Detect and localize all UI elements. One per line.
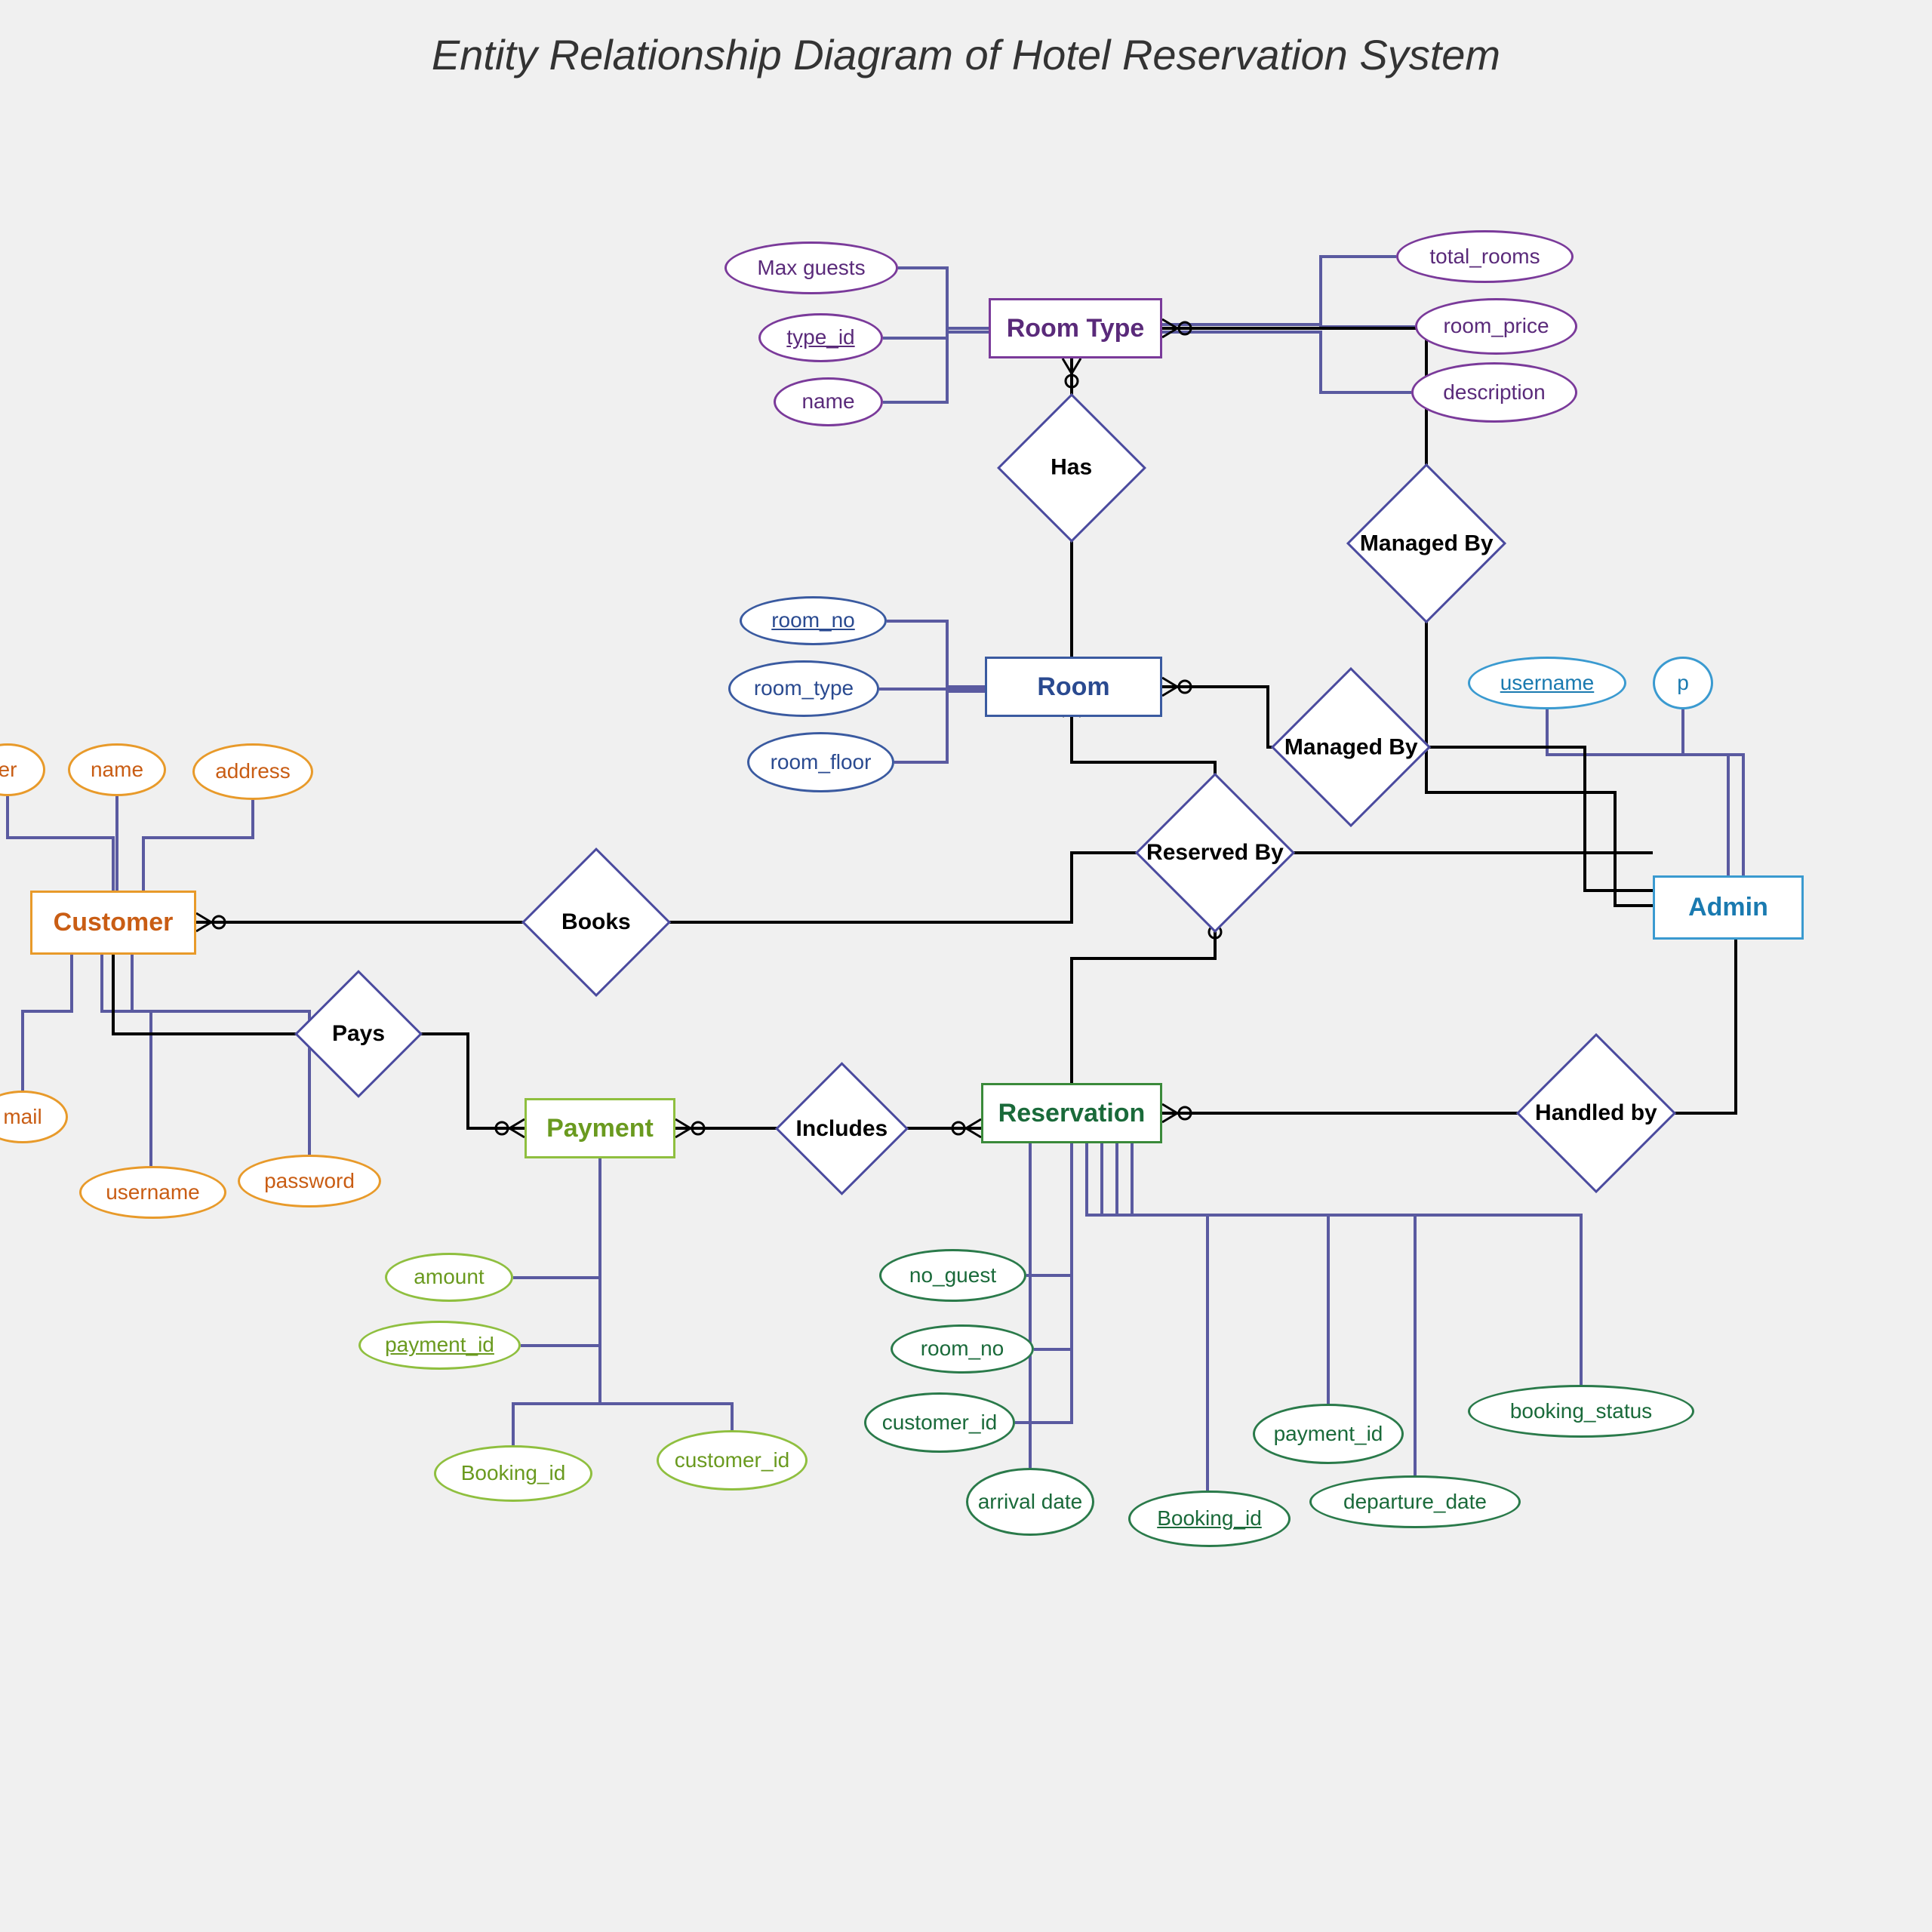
attribute-rt_max: Max guests bbox=[724, 242, 898, 294]
attribute-cust_user: username bbox=[79, 1166, 226, 1219]
entity-roomtype: Room Type bbox=[989, 298, 1162, 358]
entity-payment: Payment bbox=[525, 1098, 675, 1158]
entity-room: Room bbox=[985, 657, 1162, 717]
attribute-cust_pass: password bbox=[238, 1155, 381, 1208]
relationship-includes: Includes bbox=[775, 1062, 909, 1195]
attribute-rt_name: name bbox=[774, 377, 883, 426]
entity-customer: Customer bbox=[30, 891, 196, 955]
attribute-res_book: Booking_id bbox=[1128, 1491, 1291, 1547]
attribute-res_status: booking_status bbox=[1468, 1385, 1694, 1438]
relationship-managedby2: Managed By bbox=[1271, 667, 1431, 827]
attribute-res_cust: customer_id bbox=[864, 1392, 1015, 1453]
attribute-cust_name: name bbox=[68, 743, 166, 796]
attribute-res_arrival: arrival date bbox=[966, 1468, 1094, 1536]
diagram-title: Entity Relationship Diagram of Hotel Res… bbox=[0, 30, 1932, 79]
attribute-adm_p: p bbox=[1653, 657, 1713, 709]
entity-admin: Admin bbox=[1653, 875, 1804, 940]
attribute-res_depart: departure_date bbox=[1309, 1475, 1521, 1528]
attribute-pay_id: payment_id bbox=[358, 1321, 521, 1370]
attribute-cust_er: er bbox=[0, 743, 45, 796]
attribute-res_payid: payment_id bbox=[1253, 1404, 1404, 1464]
diagram-canvas: Entity Relationship Diagram of Hotel Res… bbox=[0, 0, 1932, 1932]
relationship-pays: Pays bbox=[294, 970, 423, 1098]
attribute-rt_total: total_rooms bbox=[1396, 230, 1574, 283]
attribute-res_noguest: no_guest bbox=[879, 1249, 1026, 1302]
relationship-books: Books bbox=[521, 848, 671, 997]
relationship-reserved: Reserved By bbox=[1135, 773, 1295, 933]
attribute-room_no: room_no bbox=[740, 596, 887, 645]
attribute-cust_addr: address bbox=[192, 743, 313, 800]
attribute-adm_user: username bbox=[1468, 657, 1626, 709]
attribute-pay_amount: amount bbox=[385, 1253, 513, 1302]
attribute-pay_book: Booking_id bbox=[434, 1445, 592, 1502]
attribute-res_roomno: room_no bbox=[891, 1324, 1034, 1374]
relationship-managedby1: Managed By bbox=[1346, 463, 1506, 623]
attribute-room_type: room_type bbox=[728, 660, 879, 717]
attribute-rt_price: room_price bbox=[1415, 298, 1577, 355]
attribute-rt_desc: description bbox=[1411, 362, 1577, 423]
relationship-has: Has bbox=[997, 393, 1146, 543]
attribute-pay_cust: customer_id bbox=[657, 1430, 808, 1491]
attribute-room_floor: room_floor bbox=[747, 732, 894, 792]
relationship-handled: Handled by bbox=[1516, 1033, 1676, 1193]
attribute-rt_typeid: type_id bbox=[758, 313, 883, 362]
attribute-cust_mail: mail bbox=[0, 1091, 68, 1143]
entity-reservation: Reservation bbox=[981, 1083, 1162, 1143]
